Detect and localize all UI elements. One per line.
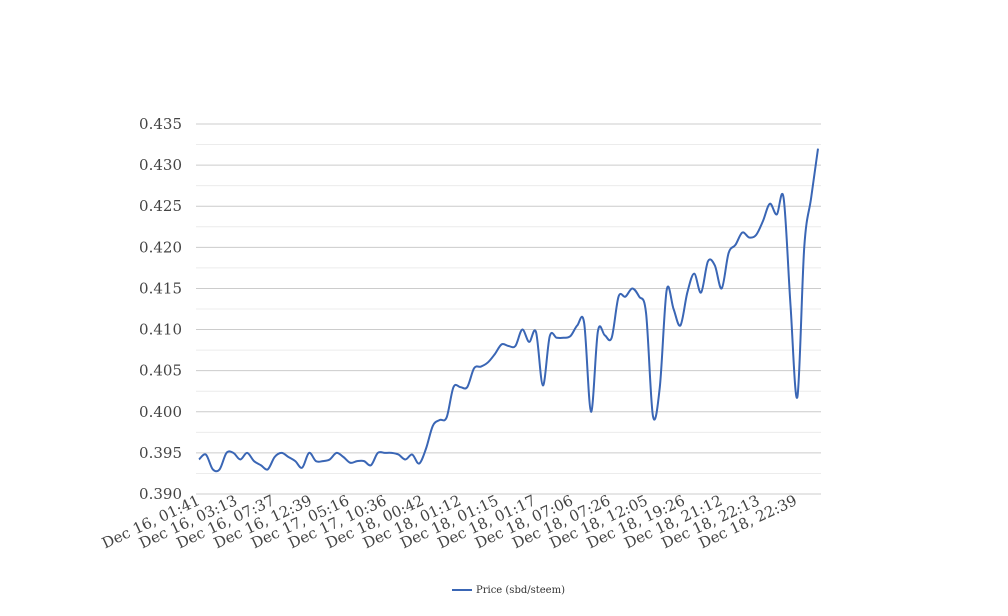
y-tick-label: 0.410	[139, 321, 182, 339]
y-tick-label: 0.395	[139, 444, 182, 462]
y-tick-label: 0.400	[139, 403, 182, 421]
series-line-price	[198, 148, 819, 473]
y-axis-ticks: 0.390 0.395 0.400 0.405 0.410 0.415 0.420 0.425…	[139, 115, 182, 503]
series-group	[198, 148, 819, 473]
gridlines	[196, 123, 821, 495]
legend: Price (sbd/steem)	[452, 585, 565, 596]
y-tick-label: 0.425	[139, 197, 182, 215]
y-tick-label: 0.430	[139, 156, 182, 174]
y-tick-label: 0.415	[139, 279, 182, 297]
y-tick-label: 0.420	[139, 238, 182, 256]
y-tick-label: 0.435	[139, 115, 182, 133]
y-tick-label: 0.405	[139, 362, 182, 380]
y-tick-label: 0.390	[139, 485, 182, 503]
legend-label: Price (sbd/steem)	[476, 585, 565, 596]
